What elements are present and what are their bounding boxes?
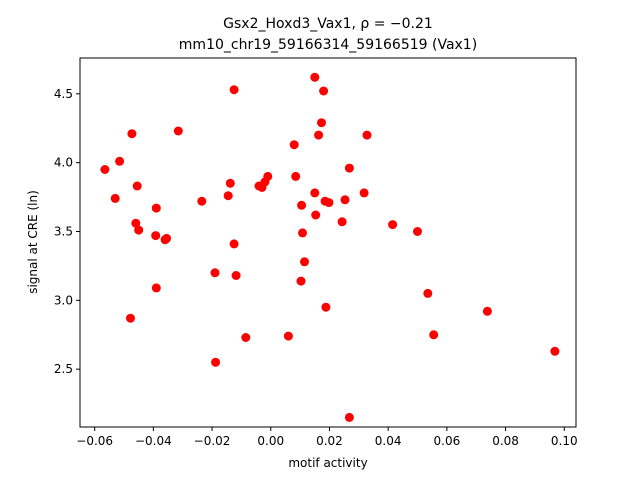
x-tick-label: 0.08 — [492, 434, 519, 448]
data-point — [263, 171, 273, 181]
data-point — [100, 165, 110, 174]
y-tick-label: 3.0 — [54, 293, 73, 307]
data-point — [131, 218, 141, 228]
x-tick-label: −0.06 — [76, 434, 113, 448]
data-point — [296, 276, 306, 286]
data-point — [337, 217, 347, 227]
data-point — [197, 196, 207, 206]
data-point — [388, 220, 398, 230]
data-point — [151, 231, 161, 241]
data-point — [127, 129, 137, 139]
data-point — [283, 331, 293, 341]
y-axis-label: signal at CRE (ln) — [26, 190, 40, 294]
x-tick-label: −0.02 — [194, 434, 231, 448]
data-point — [115, 156, 125, 166]
data-point — [229, 85, 239, 95]
data-point — [134, 225, 144, 235]
data-point — [151, 283, 161, 293]
data-point — [126, 313, 135, 323]
data-point — [319, 86, 329, 96]
data-point — [482, 306, 492, 316]
data-point — [211, 357, 221, 367]
plot-frame — [79, 57, 577, 428]
data-point — [173, 126, 183, 136]
data-point — [359, 188, 369, 198]
data-point — [132, 181, 142, 191]
y-axis: 2.5 3.0 3.5 4.0 4.5 — [54, 87, 80, 376]
data-point — [321, 302, 331, 312]
y-tick-label: 3.5 — [54, 224, 73, 238]
data-point — [291, 171, 301, 181]
chart-title: Gsx2_Hoxd3_Vax1, ρ = −0.21 — [223, 16, 433, 32]
data-point — [231, 271, 241, 280]
points-layer — [100, 72, 560, 422]
data-point — [225, 178, 235, 188]
x-axis-label: motif activity — [288, 456, 367, 470]
data-point — [210, 268, 220, 278]
x-axis: −0.06 −0.04 −0.02 0.00 0.02 0.04 0.06 0.08 0.10 — [76, 427, 578, 448]
data-point — [550, 346, 560, 356]
data-point — [300, 257, 309, 267]
data-point — [310, 72, 320, 82]
x-tick-label: 0.00 — [257, 434, 284, 448]
data-point — [298, 228, 307, 238]
data-point — [340, 195, 350, 205]
data-point — [344, 163, 354, 173]
data-point — [429, 330, 439, 340]
data-point — [162, 233, 172, 243]
data-point — [151, 203, 161, 213]
data-point — [362, 130, 372, 140]
data-point — [314, 130, 324, 140]
x-tick-label: −0.04 — [135, 434, 172, 448]
data-point — [324, 198, 334, 208]
data-point — [289, 140, 299, 150]
chart-subtitle: mm10_chr19_59166314_59166519 (Vax1) — [179, 37, 477, 53]
data-point — [297, 200, 307, 210]
x-tick-label: 0.04 — [375, 434, 402, 448]
y-tick-label: 4.0 — [54, 156, 73, 170]
x-tick-label: 0.06 — [434, 434, 461, 448]
data-point — [413, 227, 422, 236]
data-point — [317, 118, 326, 128]
x-tick-label: 0.10 — [551, 434, 578, 448]
data-point — [229, 239, 239, 249]
x-tick-label: 0.02 — [316, 434, 343, 448]
data-point — [241, 333, 251, 342]
data-point — [110, 193, 120, 203]
y-tick-label: 4.5 — [54, 87, 73, 101]
data-point — [311, 210, 321, 220]
data-point — [344, 412, 354, 422]
data-point — [223, 191, 233, 201]
data-point — [310, 188, 320, 198]
data-point — [423, 288, 433, 298]
y-tick-label: 2.5 — [54, 362, 73, 376]
